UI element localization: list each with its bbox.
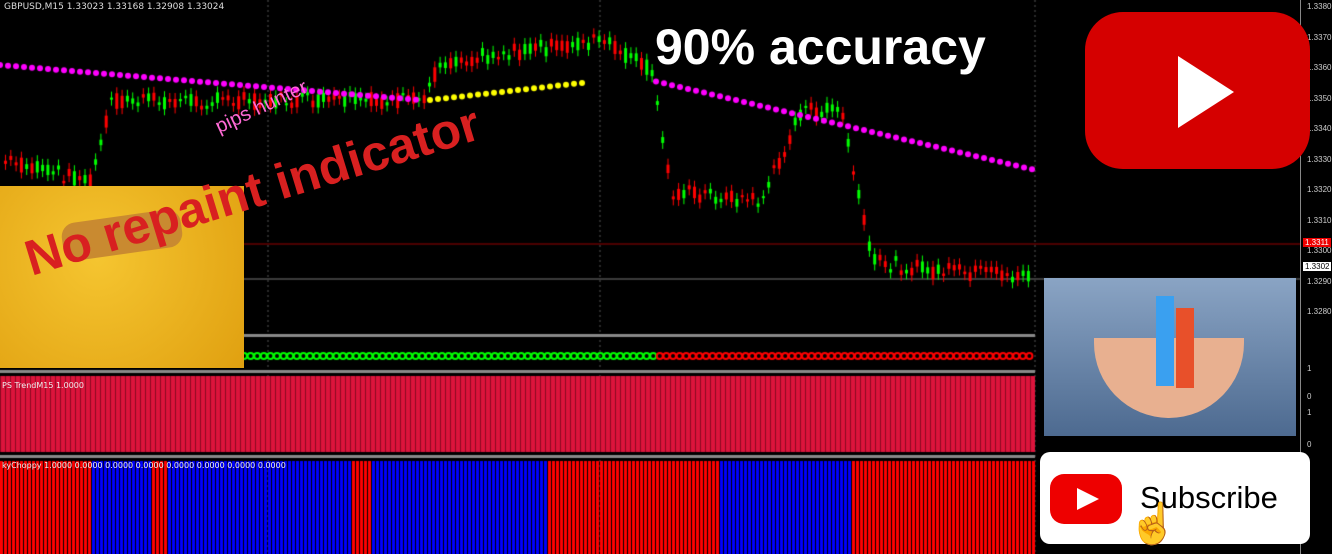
subscribe-button[interactable]: Subscribe ☝ bbox=[1040, 452, 1310, 546]
price-tick: 1.3280 bbox=[1307, 307, 1332, 316]
price-tick: 1.3290 bbox=[1307, 276, 1332, 286]
price-tick: 1.3340 bbox=[1307, 124, 1332, 133]
price-tick: 1.3370 bbox=[1307, 32, 1332, 42]
price-tick: 1.3350 bbox=[1307, 93, 1332, 103]
hands-arrows-image bbox=[1044, 278, 1296, 436]
accuracy-headline: 90% accuracy bbox=[655, 19, 986, 75]
price-tick: 1.3320 bbox=[1307, 185, 1332, 194]
price-tick: 1.3300 bbox=[1307, 246, 1332, 255]
indicator-tick: 1 bbox=[1307, 364, 1312, 373]
paint-roller-image bbox=[0, 186, 244, 368]
indicator-tick: 0 bbox=[1307, 392, 1312, 401]
indicator-tick: 0 bbox=[1307, 440, 1312, 449]
up-arrow-icon bbox=[1156, 296, 1174, 386]
play-icon bbox=[1178, 56, 1234, 128]
price-marker: 1.3302 bbox=[1303, 262, 1332, 271]
indicator-tick: 1 bbox=[1307, 408, 1312, 417]
price-tick: 1.3310 bbox=[1307, 215, 1332, 225]
youtube-play-logo bbox=[1085, 12, 1310, 169]
chart-symbol-info: GBPUSD,M15 1.33023 1.33168 1.32908 1.330… bbox=[4, 2, 225, 12]
price-tick: 1.3380 bbox=[1307, 2, 1332, 11]
trend-indicator-label: PS TrendM15 1.0000 bbox=[2, 381, 84, 390]
youtube-icon bbox=[1050, 474, 1122, 524]
down-arrow-icon bbox=[1176, 308, 1194, 388]
subscribe-label: Subscribe bbox=[1140, 480, 1278, 515]
price-tick: 1.3330 bbox=[1307, 154, 1332, 164]
choppy-indicator-label: kyChoppy 1.0000 0.0000 0.0000 0.0000 0.0… bbox=[2, 461, 286, 470]
hand-cursor-icon: ☝ bbox=[1128, 502, 1178, 546]
price-tick: 1.3360 bbox=[1307, 63, 1332, 72]
price-marker: 1.3311 bbox=[1303, 238, 1331, 247]
